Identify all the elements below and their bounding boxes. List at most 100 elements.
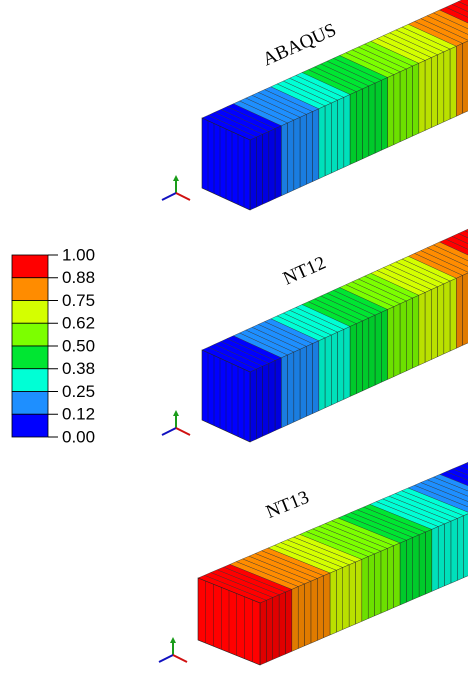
color-legend: 1.00 0.88 0.75 0.62 0.50 0.38 0.25 0.12 0.00 [11, 245, 95, 446]
legend-swatch [11, 300, 49, 324]
beam-side-shade [437, 283, 444, 357]
beam-side-shade [331, 100, 338, 174]
beam-side-shade [312, 340, 319, 414]
beam-side-shade [393, 71, 400, 145]
beam-side-shade [250, 137, 257, 210]
beam-side-shade [457, 515, 464, 581]
beam-side-shade [393, 303, 400, 377]
beam-side-shade [250, 369, 257, 442]
beam-side-shade [323, 573, 330, 638]
beam-side-shade [425, 57, 432, 131]
legend-swatch [11, 277, 49, 301]
axis-triad [158, 637, 188, 663]
beam-side-shade [368, 553, 375, 619]
beam-top-strip [451, 233, 468, 244]
beam-side-shade [300, 346, 307, 420]
beam-side-shade [310, 578, 318, 644]
beam-side-shade [400, 301, 407, 374]
beam-side-shade [350, 91, 357, 165]
beam-side-shade [406, 298, 413, 371]
beam-side-shade [337, 329, 344, 403]
legend-label: 0.50 [62, 336, 95, 355]
beam-side-shade [444, 521, 451, 586]
beam-side-shade [331, 332, 338, 406]
legend-swatch [11, 368, 49, 392]
beam-side-shade [287, 120, 294, 193]
beam-side-shade [406, 537, 413, 603]
beam-side-shade [281, 355, 288, 428]
beam-side-shade [266, 597, 273, 663]
beam-side-shade [362, 86, 369, 159]
beam-top-strip [457, 0, 468, 7]
beam-side-shade [343, 326, 350, 400]
beam-side-shade [438, 523, 445, 589]
beam-side-shade [400, 540, 407, 605]
beam-side-shade [393, 543, 400, 608]
beam-side-shade [462, 40, 468, 114]
beam-side-shade [260, 600, 267, 665]
beam-side-shade [349, 562, 356, 627]
beam-top-strip [432, 474, 468, 492]
beam-side-shade [406, 66, 413, 139]
beam-top-strip [464, 228, 468, 233]
beam-side-shade [361, 556, 369, 622]
beam-side-shade [355, 559, 362, 625]
legend-label: 0.12 [62, 405, 95, 424]
beam-side-shade [368, 315, 375, 388]
beam-side-shade [293, 349, 300, 423]
legend-swatch [11, 254, 49, 279]
beam-side-shade [374, 551, 381, 616]
beam-side-shade [425, 289, 432, 363]
beam-side-shade [318, 105, 325, 179]
beam-top-strip [426, 476, 468, 497]
beam-side-shade [412, 63, 419, 137]
beam-side-shade [381, 309, 388, 383]
legend-swatch [11, 322, 49, 347]
beam-top-strip [445, 4, 468, 18]
beam-side-shade [281, 123, 288, 196]
beam-top-strip [451, 1, 468, 12]
beam-side-shade [419, 532, 426, 597]
beam-side-shade [291, 586, 299, 652]
beam-side-shade [412, 295, 419, 369]
beam-side-shade [375, 80, 382, 154]
beam-side-shade [342, 564, 350, 630]
beam-side-shade [362, 318, 369, 391]
beam-top-strip [439, 471, 468, 486]
beam-side-shade [463, 513, 468, 578]
beam-side-shade [418, 292, 425, 366]
legend-label: 1.00 [62, 245, 95, 264]
beam-side-shade [256, 134, 263, 208]
beam-side-shade [450, 278, 457, 352]
beam-side-shade [279, 592, 286, 657]
beam-side-shade [268, 128, 275, 202]
beam-top-strip [439, 6, 468, 24]
beam-top-strip [445, 236, 468, 250]
beam-side-shade [450, 518, 458, 584]
beam-side-shade [285, 589, 292, 655]
legend-label: 0.62 [62, 314, 95, 333]
beam-side-shade [412, 534, 420, 600]
beam-side-shade [387, 74, 394, 148]
beam-top-strip [445, 468, 468, 481]
beam-side-shade [312, 108, 319, 182]
beam-side-shade [306, 343, 313, 417]
beam-side-shade [256, 366, 263, 440]
beam-side-shade [368, 83, 375, 156]
beam-top-strip [451, 465, 468, 476]
beam-side-shade [456, 43, 463, 117]
legend-label: 0.75 [62, 291, 95, 310]
beam-side-shade [268, 360, 275, 434]
beam-top-strip [464, 462, 468, 465]
beam-side-shade [418, 60, 425, 134]
beam-side-shade [350, 323, 357, 397]
beam-side-shade [431, 526, 439, 592]
legend-swatch [11, 345, 49, 370]
beam-side-shade [318, 337, 325, 411]
beam-side-shade [431, 54, 438, 128]
beam-side-shade [272, 594, 280, 660]
beam-side-shade [325, 335, 332, 408]
beam-side-shade [356, 320, 363, 394]
beam-side-shade [275, 357, 282, 431]
